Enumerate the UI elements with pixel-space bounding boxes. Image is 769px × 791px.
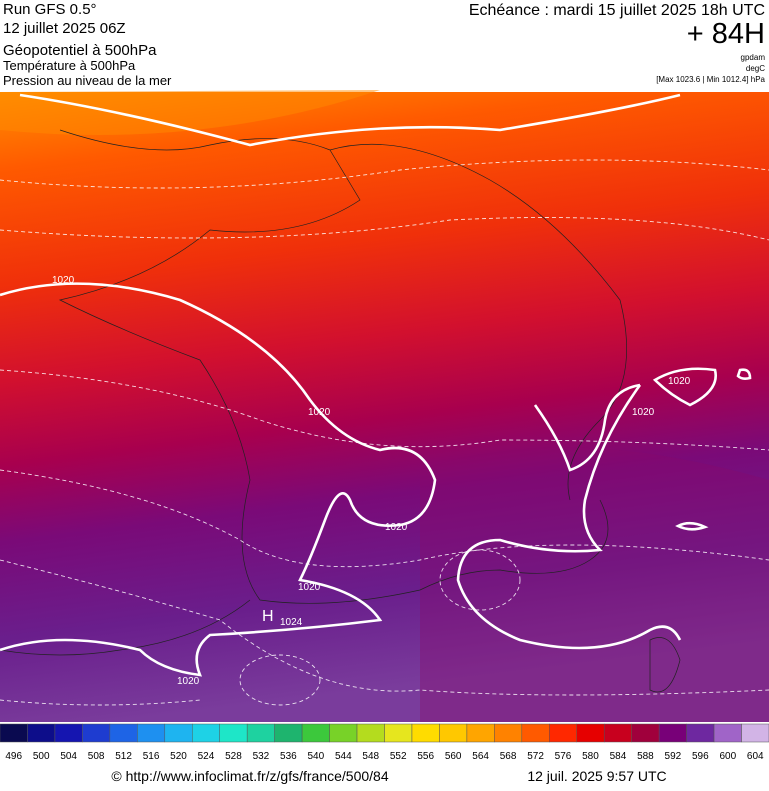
color-swatch <box>301 723 330 743</box>
colorbar-label: 528 <box>225 751 242 762</box>
isobar-label: 1020 <box>298 582 321 593</box>
color-swatch <box>631 723 660 743</box>
color-swatch <box>411 723 440 743</box>
color-swatch <box>164 723 193 743</box>
color-swatch <box>494 723 523 743</box>
isobar-label: 1020 <box>177 676 200 687</box>
isobar-label: 1020 <box>632 407 655 418</box>
isobar-label: 1020 <box>668 376 691 387</box>
colorbar-label: 496 <box>5 751 22 762</box>
color-swatch <box>686 723 715 743</box>
color-swatch <box>54 723 83 743</box>
unit: degC <box>746 64 765 73</box>
colorbar-label: 556 <box>417 751 434 762</box>
colorbar-label: 540 <box>307 751 324 762</box>
isobar-label: 1020 <box>308 407 331 418</box>
colorbar-label: 560 <box>445 751 462 762</box>
field: Température à 500hPa <box>3 58 136 73</box>
colorbar-label: 588 <box>637 751 654 762</box>
high-value: 1024 <box>280 617 303 628</box>
colorbar-label: 564 <box>472 751 489 762</box>
unit: gpdam <box>741 53 766 62</box>
lead-time: + 84H <box>687 18 765 50</box>
color-swatch <box>603 723 632 743</box>
color-swatch <box>741 723 769 743</box>
colorbar-label: 584 <box>610 751 627 762</box>
color-swatch <box>549 723 577 743</box>
color-swatch <box>439 723 468 743</box>
color-swatch <box>27 723 56 743</box>
colorbar-label: 548 <box>362 751 379 762</box>
color-swatch <box>82 723 111 743</box>
colorbar-label: 532 <box>253 751 270 762</box>
colorbar-label: 516 <box>143 751 160 762</box>
colorbar-label: 604 <box>747 751 764 762</box>
color-swatch <box>329 723 358 743</box>
colorbar-label: 572 <box>527 751 544 762</box>
colorbar-label: 520 <box>170 751 187 762</box>
high-marker: H <box>262 608 274 625</box>
colorbar-label: 576 <box>555 751 572 762</box>
colorbar-label: 568 <box>500 751 517 762</box>
color-swatch <box>658 723 687 743</box>
field: Pression au niveau de la mer <box>3 73 172 88</box>
colorbar-label: 600 <box>719 751 736 762</box>
isobar-label: 1020 <box>52 275 75 286</box>
colorbar-label: 500 <box>33 751 50 762</box>
color-swatch <box>0 723 28 743</box>
colorbar-label: 552 <box>390 751 407 762</box>
color-swatch <box>384 723 413 743</box>
color-swatch <box>576 723 605 743</box>
colorbar-label: 524 <box>198 751 215 762</box>
color-swatch <box>356 723 385 743</box>
colorbar-label: 592 <box>665 751 682 762</box>
colorbar-label: 504 <box>60 751 77 762</box>
colorbar-label: 580 <box>582 751 599 762</box>
field: Géopotentiel à 500hPa <box>3 42 157 59</box>
run: Run GFS 0.5° <box>3 1 97 18</box>
pressure-range: [Max 1023.6 | Min 1012.4] hPa <box>656 75 765 84</box>
color-swatch <box>109 723 138 743</box>
color-swatch <box>246 723 275 743</box>
color-swatch <box>274 723 303 743</box>
colorbar-label: 544 <box>335 751 352 762</box>
source: © http://www.infoclimat.fr/z/gfs/france/… <box>111 768 388 784</box>
isobar-label: 1020 <box>385 522 408 533</box>
colorbar-label: 508 <box>88 751 105 762</box>
run-date: 12 juillet 2025 06Z <box>3 20 126 37</box>
color-swatch <box>137 723 166 743</box>
colorbar-label: 596 <box>692 751 709 762</box>
generated: 12 juil. 2025 9:57 UTC <box>527 768 666 784</box>
colorbar: 496 500 504 508 512 516 520 524 528 532 536 540 544 5… <box>0 723 769 762</box>
colorbar-label: 536 <box>280 751 297 762</box>
color-swatch <box>466 723 495 743</box>
color-swatch <box>192 723 220 743</box>
color-swatch <box>713 723 742 743</box>
colorbar-label: 512 <box>115 751 132 762</box>
valid-time: Echéance : mardi 15 juillet 2025 18h UTC <box>469 2 765 19</box>
map: 1020 1020 1020 1020 1020 1020 1020 H 102… <box>0 90 769 722</box>
color-swatch <box>219 723 248 743</box>
color-swatch <box>521 723 550 743</box>
